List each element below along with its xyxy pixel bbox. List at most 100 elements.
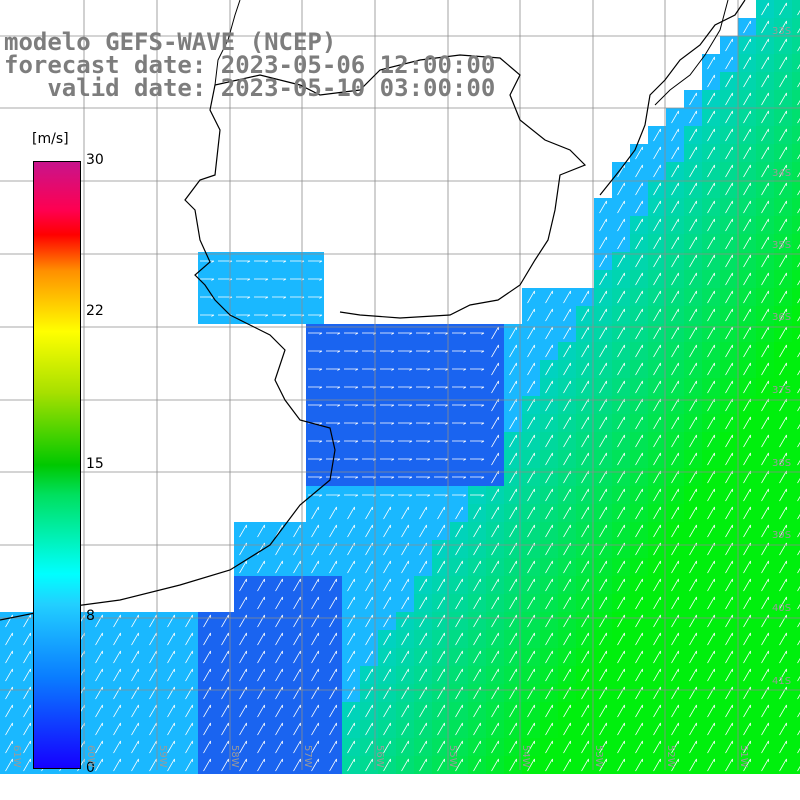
wind-arrow: [221, 704, 229, 718]
wind-arrow: [725, 164, 733, 178]
wind-arrow: [509, 740, 517, 754]
wind-arrow: [617, 740, 625, 754]
wind-arrow: [365, 614, 373, 628]
wind-arrow: [5, 632, 13, 646]
wind-arrow: [131, 650, 139, 664]
wind-arrow: [329, 704, 337, 718]
wind-arrow: [509, 470, 517, 484]
wind-arrow: [599, 452, 607, 466]
wind-arrow: [761, 560, 769, 574]
wind-arrow: [527, 740, 535, 754]
wind-arrow: [95, 632, 103, 646]
wind-arrow: [653, 416, 661, 430]
wind-arrow: [470, 350, 485, 353]
wind-arrow: [779, 488, 787, 502]
wind-arrow: [725, 110, 733, 124]
wind-cell: [792, 360, 800, 378]
wind-arrow: [23, 740, 31, 754]
wind-arrow: [563, 524, 571, 538]
wind-arrow: [326, 404, 341, 407]
wind-arrow: [293, 668, 301, 682]
wind-arrow: [689, 380, 697, 394]
wind-arrow: [689, 704, 697, 718]
wind-arrow: [167, 668, 175, 682]
wind-arrow: [527, 506, 535, 520]
wind-arrow: [401, 524, 409, 538]
wind-arrow: [527, 362, 535, 376]
wind-arrow: [617, 380, 625, 394]
wind-arrow: [617, 290, 625, 304]
wind-cell: [792, 702, 800, 720]
wind-arrow: [473, 740, 481, 754]
wind-arrow: [200, 278, 215, 281]
wind-arrow: [779, 416, 787, 430]
wind-arrow: [236, 278, 251, 281]
wind-cell: [792, 342, 800, 360]
wind-arrow: [452, 494, 467, 497]
wind-arrow: [308, 314, 323, 317]
wind-arrow: [761, 506, 769, 520]
wind-arrow: [653, 614, 661, 628]
wind-arrow: [599, 596, 607, 610]
wind-arrow: [311, 722, 319, 736]
wind-arrow: [527, 416, 535, 430]
wind-arrow: [344, 458, 359, 461]
wind-arrow: [797, 135, 800, 142]
wind-arrow: [581, 686, 589, 700]
wind-arrow: [470, 440, 485, 443]
wind-arrow: [545, 290, 553, 304]
wind-arrow: [398, 332, 413, 335]
wind-arrow: [509, 596, 517, 610]
wind-arrow: [779, 362, 787, 376]
wind-arrow: [455, 668, 463, 682]
wind-arrow: [689, 668, 697, 682]
wind-arrow: [779, 308, 787, 322]
wind-arrow: [398, 350, 413, 353]
wind-arrow: [725, 560, 733, 574]
wind-arrow: [797, 495, 800, 502]
wind-arrow: [761, 146, 769, 160]
wind-arrow: [635, 632, 643, 646]
wind-arrow: [23, 668, 31, 682]
wind-arrow: [581, 344, 589, 358]
wind-arrow: [743, 416, 751, 430]
wind-arrow: [311, 740, 319, 754]
wind-arrow: [491, 326, 499, 340]
wind-arrow: [401, 704, 409, 718]
wind-arrow: [380, 368, 395, 371]
wind-arrow: [527, 326, 535, 340]
wind-arrow: [491, 650, 499, 664]
wind-arrow: [563, 560, 571, 574]
wind-arrow: [689, 344, 697, 358]
wind-arrow: [707, 722, 715, 736]
wind-arrow: [509, 686, 517, 700]
wind-arrow: [635, 398, 643, 412]
wind-arrow: [743, 344, 751, 358]
wind-arrow: [5, 704, 13, 718]
wind-arrow: [689, 398, 697, 412]
wind-arrow: [797, 423, 800, 430]
wind-arrow: [365, 650, 373, 664]
wind-arrow: [185, 722, 193, 736]
wind-arrow: [347, 578, 355, 592]
wind-arrow: [308, 404, 323, 407]
wind-arrow: [779, 290, 787, 304]
wind-arrow: [149, 704, 157, 718]
wind-arrow: [653, 704, 661, 718]
wind-arrow: [599, 200, 607, 214]
wind-cell: [792, 450, 800, 468]
wind-arrow: [653, 200, 661, 214]
wind-arrow: [326, 422, 341, 425]
wind-arrow: [416, 332, 431, 335]
wind-arrow: [653, 434, 661, 448]
wind-arrow: [653, 308, 661, 322]
wind-arrow: [257, 578, 265, 592]
wind-cell: [792, 468, 800, 486]
wind-arrow: [689, 218, 697, 232]
wind-arrow: [779, 200, 787, 214]
wind-arrow: [329, 740, 337, 754]
wind-arrow: [563, 740, 571, 754]
wind-arrow: [761, 470, 769, 484]
wind-arrow: [797, 315, 800, 322]
wind-arrow: [167, 740, 175, 754]
